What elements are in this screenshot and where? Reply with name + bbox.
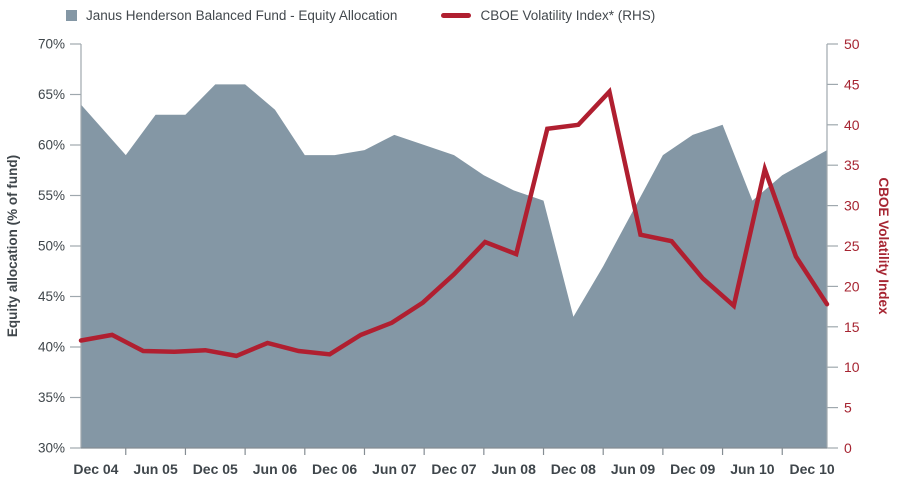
right-axis-tick-label: 0 [844, 440, 852, 456]
right-axis-tick-label: 20 [844, 278, 860, 294]
right-axis-tick-label: 45 [844, 76, 860, 92]
left-axis-tick-label: 30% [38, 441, 65, 456]
right-axis-tick-label: 30 [844, 198, 860, 214]
x-axis-tick-label: Dec 10 [790, 461, 835, 477]
left-axis-tick-label: 35% [38, 390, 65, 405]
right-axis-tick-label: 40 [844, 117, 860, 133]
left-axis-title: Equity allocation (% of fund) [5, 155, 20, 337]
x-axis-tick-label: Jun 10 [730, 461, 775, 477]
chart-legend: Janus Henderson Balanced Fund - Equity A… [66, 8, 655, 23]
right-axis-tick-label: 10 [844, 359, 860, 375]
right-axis-tick-label: 25 [844, 238, 860, 254]
right-axis-title: CBOE Volatility Index [876, 177, 891, 315]
right-axis-tick-label: 35 [844, 157, 860, 173]
left-axis-tick-label: 55% [38, 188, 65, 203]
x-axis-tick-label: Jun 07 [372, 461, 417, 477]
equity-area-swatch-icon [66, 10, 77, 21]
legend-label-vix: CBOE Volatility Index* (RHS) [480, 8, 656, 23]
x-axis-tick-label: Dec 09 [670, 461, 715, 477]
x-axis-tick-label: Jun 05 [133, 461, 178, 477]
left-axis-tick-label: 65% [38, 87, 65, 102]
x-axis-tick-label: Jun 06 [253, 461, 298, 477]
equity-allocation-area [81, 84, 827, 449]
x-axis-tick-label: Dec 07 [431, 461, 476, 477]
x-axis-tick-label: Dec 08 [551, 461, 596, 477]
x-axis-tick-label: Dec 05 [193, 461, 238, 477]
vix-line [78, 87, 830, 359]
legend-item-equity: Janus Henderson Balanced Fund - Equity A… [66, 8, 397, 23]
x-axis-tick-label: Dec 06 [312, 461, 357, 477]
x-axis-tick-label: Dec 04 [73, 461, 118, 477]
left-axis-tick-label: 45% [38, 289, 65, 304]
left-axis-tick-label: 50% [38, 239, 65, 254]
legend-item-vix: CBOE Volatility Index* (RHS) [441, 8, 655, 23]
legend-label-equity: Janus Henderson Balanced Fund - Equity A… [86, 8, 398, 23]
left-axis-tick-label: 70% [38, 37, 65, 52]
x-axis-tick-label: Jun 09 [611, 461, 656, 477]
x-axis-tick-label: Jun 08 [492, 461, 537, 477]
vix-line-swatch-icon [441, 13, 472, 18]
right-axis-tick-label: 15 [844, 319, 860, 335]
left-axis-tick-label: 40% [38, 340, 65, 355]
right-axis-tick-label: 5 [844, 400, 852, 416]
left-axis-tick-label: 60% [38, 138, 65, 153]
right-axis-tick-label: 50 [844, 36, 860, 52]
